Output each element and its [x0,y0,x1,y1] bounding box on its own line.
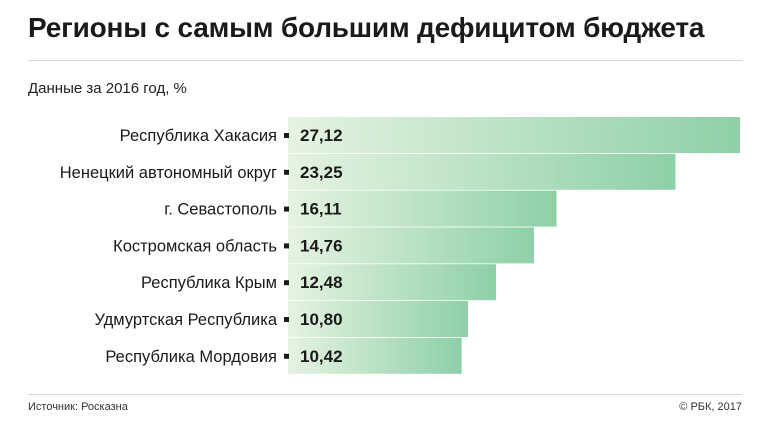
tick-mark [284,317,289,322]
footer-divider [28,394,742,395]
value-label: 14,76 [300,236,343,255]
value-label: 10,42 [300,347,343,366]
tick-mark [284,243,289,249]
value-label: 12,48 [300,273,343,292]
category-label: г. Севастополь [164,201,277,219]
tick-mark [284,280,289,286]
category-label: Ненецкий автономный округ [60,164,277,182]
bar-3 [288,190,557,227]
bar-1 [288,117,740,153]
chart-title: Регионы с самым большим дефицитом бюджет… [28,12,705,43]
bar-6 [288,301,468,337]
chart-subtitle: Данные за 2016 год, % [28,80,187,97]
category-label: Республика Мордовия [105,348,277,366]
bars-group [288,117,740,374]
value-label: 16,11 [300,200,342,219]
bar-2 [288,153,676,190]
source-note: Источник: Росказна [28,401,128,413]
tick-mark [284,169,289,175]
tick-mark [284,133,289,138]
value-label: 23,25 [300,163,343,182]
value-label: 27,12 [300,126,343,145]
copyright-note: © РБК, 2017 [679,401,742,413]
tick-mark [284,206,289,212]
category-label: Удмуртская Республика [94,311,277,329]
bar-4 [288,227,534,264]
bar-5 [288,264,496,301]
title-divider [28,60,742,61]
value-label: 10,80 [300,310,343,329]
bar-7 [288,337,462,374]
labels-group: Республика Хакасия 27,12 Ненецкий автономн… [60,126,343,366]
category-label: Костромская область [113,237,277,255]
category-label: Республика Хакасия [120,127,277,145]
category-label: Республика Крым [141,274,277,292]
tick-mark [284,353,289,359]
